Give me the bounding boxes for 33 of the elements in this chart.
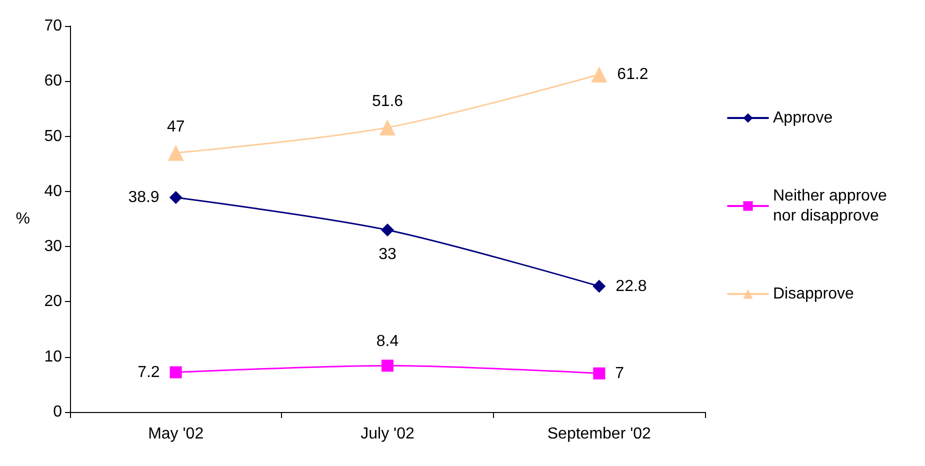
y-axis-title: % bbox=[16, 210, 30, 228]
y-tick-label: 70 bbox=[44, 18, 62, 34]
data-label: 8.4 bbox=[376, 333, 399, 350]
x-tick-label: September '02 bbox=[547, 426, 652, 442]
x-tick-label: July '02 bbox=[360, 426, 414, 442]
point bbox=[592, 280, 606, 293]
data-label: 7.2 bbox=[138, 364, 160, 381]
y-tick-label: 0 bbox=[53, 404, 62, 420]
legend-label: Approve bbox=[773, 110, 833, 126]
point bbox=[170, 366, 182, 378]
y-tick-label: 60 bbox=[44, 72, 62, 90]
point bbox=[591, 66, 608, 83]
point bbox=[381, 224, 394, 237]
point bbox=[380, 119, 396, 136]
x-tick-label: May '02 bbox=[148, 426, 204, 442]
point bbox=[168, 144, 184, 161]
y-tick-label: 10 bbox=[44, 348, 62, 366]
y-tick-label: 40 bbox=[44, 182, 62, 200]
y-tick-label: 50 bbox=[44, 128, 62, 145]
data-label: 22.8 bbox=[616, 278, 647, 295]
data-label: 47 bbox=[166, 118, 185, 136]
legend-label: Disapprove bbox=[773, 286, 854, 302]
point bbox=[593, 367, 606, 380]
data-label: 33 bbox=[378, 246, 396, 264]
point bbox=[382, 360, 394, 372]
point bbox=[169, 190, 182, 204]
data-label: 61.2 bbox=[617, 66, 648, 84]
data-label: 51.6 bbox=[372, 92, 404, 110]
y-tick-label: 20 bbox=[44, 293, 62, 310]
legend-label: Neither approve nor disapprove bbox=[773, 188, 892, 224]
data-label: 7 bbox=[615, 364, 624, 382]
data-label: 38.9 bbox=[128, 188, 160, 206]
y-tick-label: 30 bbox=[44, 238, 62, 256]
